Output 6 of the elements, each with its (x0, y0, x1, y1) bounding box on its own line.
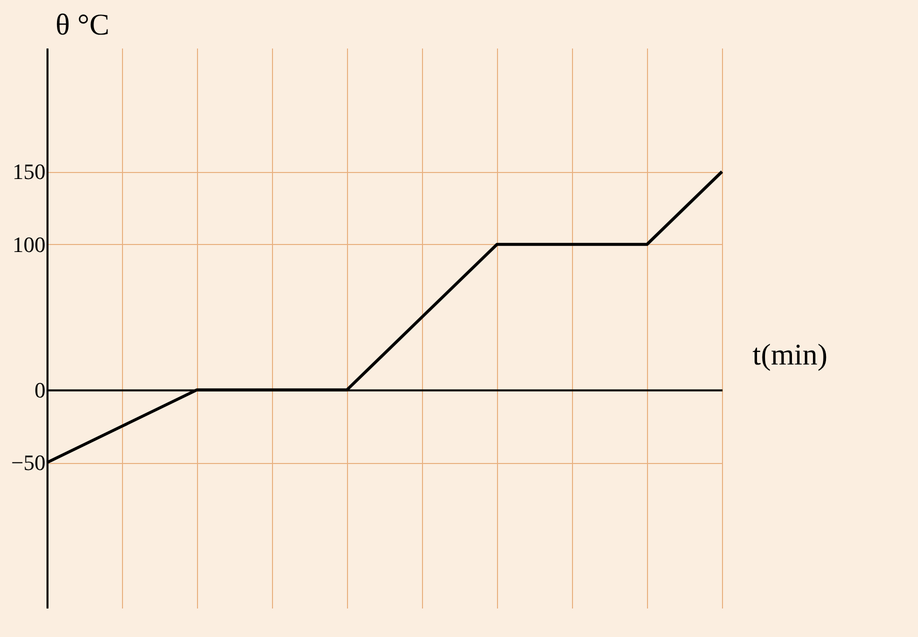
y-tick-label: 150 (12, 159, 46, 184)
y-tick-label: −50 (11, 450, 46, 476)
y-axis-title: θ °C (56, 8, 110, 42)
y-tick-label: 0 (34, 377, 46, 402)
x-axis-title: t(min) (752, 338, 828, 372)
y-tick-label: 100 (12, 232, 46, 257)
